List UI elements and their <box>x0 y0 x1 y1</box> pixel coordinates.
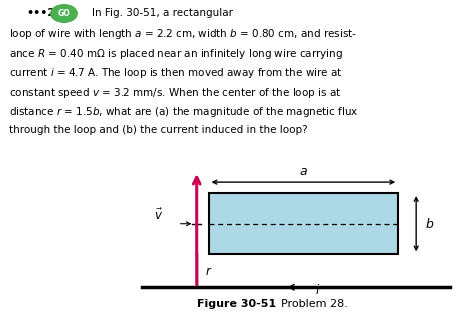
Text: Problem 28.: Problem 28. <box>273 299 347 309</box>
Circle shape <box>51 5 77 22</box>
Text: Figure 30-51: Figure 30-51 <box>198 299 276 309</box>
Text: GO: GO <box>58 9 70 18</box>
Text: distance $r$ = 1.5$b$, what are (a) the magnitude of the magnetic flux: distance $r$ = 1.5$b$, what are (a) the … <box>9 105 359 119</box>
Text: through the loop and (b) the current induced in the loop?: through the loop and (b) the current ind… <box>9 125 308 135</box>
Text: $\vec{v}$: $\vec{v}$ <box>155 208 164 223</box>
Text: $a$: $a$ <box>299 165 308 178</box>
Text: constant speed $v$ = 3.2 mm/s. When the center of the loop is at: constant speed $v$ = 3.2 mm/s. When the … <box>9 86 342 100</box>
Text: In Fig. 30-51, a rectangular: In Fig. 30-51, a rectangular <box>92 8 233 18</box>
Text: loop of wire with length $a$ = 2.2 cm, width $b$ = 0.80 cm, and resist-: loop of wire with length $a$ = 2.2 cm, w… <box>9 27 357 41</box>
Text: $r$: $r$ <box>205 265 212 278</box>
Text: •••28: •••28 <box>26 8 63 18</box>
Text: current $i$ = 4.7 A. The loop is then moved away from the wire at: current $i$ = 4.7 A. The loop is then mo… <box>9 66 343 80</box>
Text: $i$: $i$ <box>315 284 320 297</box>
Text: ance $R$ = 0.40 mΩ is placed near an infinitely long wire carrying: ance $R$ = 0.40 mΩ is placed near an inf… <box>9 47 344 61</box>
Text: $b$: $b$ <box>425 217 434 231</box>
Bar <box>209 193 398 254</box>
